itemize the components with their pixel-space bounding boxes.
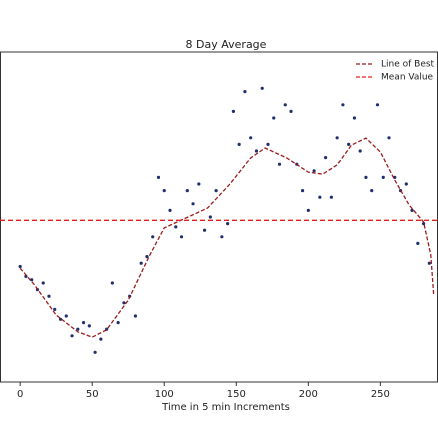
data-point	[41, 281, 45, 285]
data-point	[421, 222, 426, 226]
data-point	[70, 334, 74, 338]
data-point	[318, 195, 322, 199]
data-point	[220, 235, 224, 239]
data-point	[231, 109, 236, 113]
data-point	[300, 189, 305, 193]
x-tick-label: 200	[299, 389, 318, 400]
data-point	[347, 142, 351, 146]
data-point	[214, 189, 218, 193]
data-point	[427, 261, 431, 265]
data-point	[370, 189, 374, 193]
data-point	[375, 103, 380, 107]
data-point	[122, 301, 126, 305]
data-point	[133, 314, 138, 318]
data-point	[185, 189, 189, 193]
data-point	[249, 136, 253, 140]
data-point	[260, 86, 264, 90]
data-point	[47, 294, 51, 298]
data-point	[30, 278, 34, 282]
data-point	[18, 264, 22, 269]
data-point	[168, 208, 172, 212]
data-point	[53, 307, 57, 311]
legend-label: Mean Value	[381, 73, 434, 83]
data-point	[116, 321, 120, 325]
x-tick-label: 0	[17, 389, 23, 400]
data-point	[410, 208, 414, 212]
data-point	[358, 149, 362, 153]
x-tick-label: 50	[86, 389, 99, 400]
data-point	[197, 182, 201, 186]
data-point	[81, 321, 86, 325]
data-point	[139, 261, 143, 265]
data-point	[179, 235, 184, 239]
data-point	[156, 175, 161, 179]
data-point	[243, 90, 247, 94]
data-point	[76, 327, 80, 331]
data-point	[87, 324, 91, 328]
data-point	[404, 182, 408, 186]
data-point	[352, 116, 357, 120]
legend-label: Line of Best Fit	[381, 60, 438, 70]
data-point	[191, 202, 195, 206]
data-point	[341, 103, 345, 107]
data-point	[208, 215, 212, 219]
data-point	[387, 136, 391, 140]
data-point	[306, 208, 310, 212]
data-point	[381, 175, 385, 179]
data-point	[174, 225, 178, 229]
data-point	[272, 116, 276, 120]
x-axis-label: Time in 5 min Increments	[161, 402, 290, 413]
data-point	[93, 350, 97, 354]
x-tick-label: 100	[155, 389, 174, 400]
data-point	[266, 142, 270, 146]
data-point	[64, 314, 68, 318]
data-point	[202, 228, 207, 232]
data-point	[254, 149, 259, 153]
data-point	[289, 109, 293, 113]
x-tick-label: 250	[371, 389, 390, 400]
data-point	[237, 142, 241, 146]
data-point	[329, 195, 333, 199]
data-point	[162, 189, 166, 193]
data-point	[99, 337, 103, 341]
data-point	[58, 317, 63, 321]
data-point	[324, 156, 328, 160]
x-tick-label: 150	[227, 389, 246, 400]
data-point	[283, 103, 287, 107]
data-point	[145, 255, 149, 259]
chart-title: 8 Day Average	[186, 38, 267, 51]
legend: Line of Best Fit Mean Value	[356, 60, 438, 83]
data-point	[277, 162, 282, 166]
data-point	[226, 222, 230, 226]
plot-frame	[0, 51, 438, 383]
data-point	[335, 136, 339, 140]
fit-line	[19, 137, 435, 338]
data-point	[364, 175, 368, 179]
data-point	[393, 175, 397, 179]
data-point	[416, 241, 420, 245]
data-point	[110, 281, 114, 285]
data-point	[151, 235, 155, 239]
data-point	[312, 169, 316, 173]
